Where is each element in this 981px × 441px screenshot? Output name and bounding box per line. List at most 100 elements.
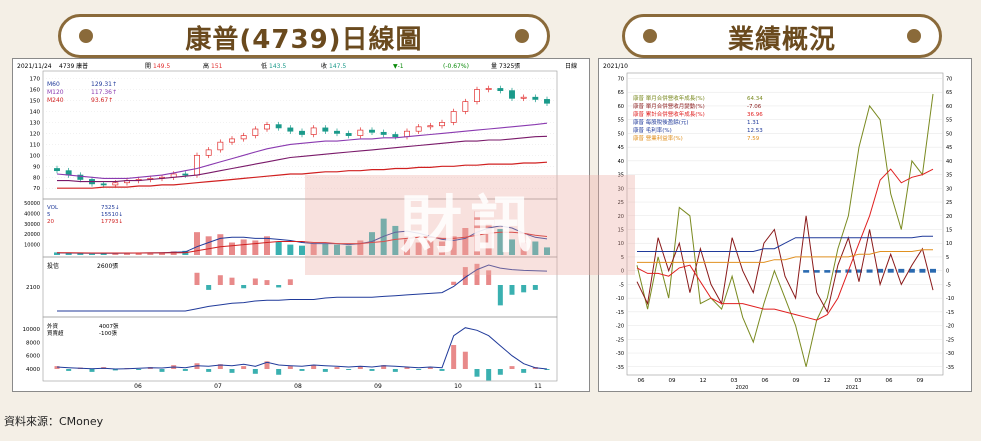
revenue-tick-right: 70 <box>946 76 952 82</box>
revenue-tick-left: -25 <box>616 337 624 343</box>
revenue-series-line <box>637 235 933 252</box>
header-date: 2021/11/24 <box>17 63 52 70</box>
revenue-tick-right: -20 <box>946 324 954 330</box>
foreign-bar <box>206 369 212 372</box>
header-high: 151 <box>211 63 223 70</box>
revenue-legend-name: 康普 累計合併營收年成長(%) <box>633 110 705 118</box>
volume-bar <box>240 239 247 255</box>
foreign-legend-value: -100張 <box>99 330 117 337</box>
candle-body <box>205 149 212 156</box>
revenue-legend-value: 1.31 <box>747 120 759 126</box>
eps-bar <box>834 270 841 273</box>
candle-body <box>264 124 270 130</box>
volume-tick-label: 50000 <box>24 201 40 207</box>
volume-bar <box>299 245 305 255</box>
source-note: 資料來源：CMoney <box>4 415 104 428</box>
inst-cumulative-line <box>57 264 548 312</box>
foreign-bar <box>392 369 398 372</box>
candle-body <box>334 130 340 134</box>
foreign-tick-label: 8000 <box>26 340 40 346</box>
candle-body <box>497 88 504 91</box>
foreign-bar <box>311 365 317 369</box>
candle-body <box>217 141 224 151</box>
date-tick-label: 06 <box>134 383 142 390</box>
candle-body <box>462 101 469 112</box>
volume-legend-value: 15510↓ <box>101 211 123 218</box>
candle-body <box>392 134 399 138</box>
foreign-bar <box>474 369 480 377</box>
left-title-banner: 康普(4739)日線圖 <box>58 14 550 58</box>
foreign-bar <box>381 365 387 369</box>
candle-body <box>182 173 189 176</box>
revenue-tick-left: -35 <box>616 365 624 371</box>
price-tick-label: 150 <box>30 99 41 105</box>
header-open-label: 開 <box>145 63 151 70</box>
revenue-tick-left: 35 <box>618 173 624 179</box>
candle-body <box>369 129 375 133</box>
revenue-x-tick: 03 <box>731 378 738 384</box>
volume-bar <box>100 253 107 255</box>
inst-bar <box>521 285 527 293</box>
inst-bar <box>486 270 492 285</box>
eps-bar <box>803 270 810 273</box>
volume-tick-label: 30000 <box>24 222 40 228</box>
foreign-bar <box>404 367 410 369</box>
volume-bar <box>345 245 352 255</box>
revenue-tick-right: -5 <box>946 282 951 288</box>
volume-bar <box>450 236 457 255</box>
foreign-bar <box>299 369 305 371</box>
ma-legend-value: 93.67↑ <box>91 97 113 104</box>
revenue-series-line <box>636 168 934 321</box>
volume-bar <box>415 242 422 255</box>
volume-bar <box>229 242 235 255</box>
volume-bar <box>217 234 224 255</box>
header-volume: 7325張 <box>499 63 520 70</box>
eps-bar <box>877 268 884 273</box>
volume-tick-label: 40000 <box>24 211 40 217</box>
candle-body <box>287 127 294 132</box>
header-close-label: 收 <box>321 62 327 70</box>
foreign-bar <box>334 367 340 369</box>
revenue-tick-right: 65 <box>946 90 952 96</box>
revenue-tick-left: -5 <box>619 282 624 288</box>
volume-tick-label: 20000 <box>24 232 40 238</box>
revenue-x-tick: 06 <box>762 378 769 384</box>
ma-legend-name: M240 <box>47 97 64 104</box>
candle-body <box>427 125 434 128</box>
revenue-tick-left: -10 <box>616 296 624 302</box>
volume-legend-name: 20 <box>47 219 54 225</box>
candle-body <box>520 96 527 99</box>
header-high-label: 高 <box>203 62 209 70</box>
left-title: 康普(4739)日線圖 <box>185 25 423 55</box>
foreign-bar <box>54 366 60 369</box>
revenue-x-tick: 06 <box>638 378 645 384</box>
revenue-legend-name: 康普 營業利益率(%) <box>633 134 683 142</box>
banner-dot-right <box>907 29 921 43</box>
price-tick-label: 140 <box>30 109 41 115</box>
inst-bar <box>206 285 212 290</box>
inst-bar <box>509 285 515 295</box>
volume-bar <box>54 252 60 255</box>
header-volume-label: 量 <box>491 63 497 70</box>
volume-bar <box>287 244 294 255</box>
inst-bar <box>497 285 503 306</box>
revenue-tick-left: -30 <box>616 351 624 357</box>
inst-bar <box>252 278 258 285</box>
eps-bar <box>887 268 894 273</box>
inst-bar <box>217 275 223 285</box>
revenue-legend-value: 12.53 <box>747 128 763 134</box>
revenue-series-line <box>636 93 934 367</box>
revenue-x-tick: 12 <box>824 378 831 384</box>
foreign-bar <box>521 369 527 373</box>
ma240-line <box>57 161 548 189</box>
revenue-tick-right: 50 <box>946 131 952 137</box>
revenue-plot-frame <box>626 72 944 376</box>
foreign-bar <box>136 369 142 370</box>
watermark: 財訊 <box>305 175 635 275</box>
revenue-chart-panel: 2021/10 70 70 65 65 60 60 55 55 50 50 45 45 40 40 35 35 3… <box>598 58 972 392</box>
foreign-bar <box>264 361 270 369</box>
inst-bar <box>287 279 293 285</box>
foreign-bar <box>427 367 433 369</box>
volume-bar <box>520 242 527 255</box>
